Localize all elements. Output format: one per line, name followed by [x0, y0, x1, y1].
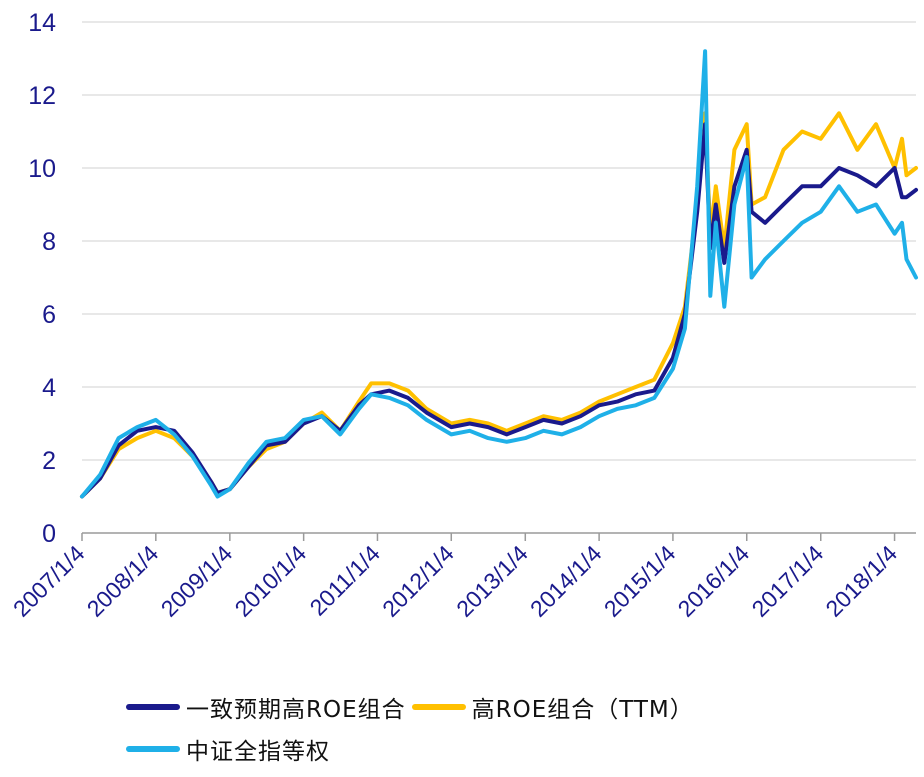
x-tick-label-6: 2013/1/4 [451, 540, 533, 622]
x-tick-label-10: 2017/1/4 [747, 540, 829, 622]
legend-label-csi-all-equal-weight: 中证全指等权 [186, 739, 330, 765]
y-tick-label-6: 6 [42, 301, 56, 329]
legend-swatch-consensus-high-roe [126, 704, 180, 710]
x-tick-label-0: 2007/1/4 [8, 540, 90, 622]
y-tick-label-10: 10 [28, 155, 56, 183]
x-tick-label-4: 2011/1/4 [305, 540, 386, 621]
series-line-csi-all-equal-weight [80, 49, 918, 499]
line-chart: 0 2 4 6 8 10 12 14 2007/1/42008/1/42009/1/42010… [8, 9, 918, 622]
y-tick-label-8: 8 [42, 228, 56, 256]
y-tick-label-0: 0 [42, 520, 56, 548]
x-tick-label-1: 2008/1/4 [82, 540, 164, 622]
legend-swatch-csi-all-equal-weight [126, 746, 180, 752]
series-lines [80, 49, 918, 499]
y-axis-tick-labels: 0 2 4 6 8 10 12 14 [28, 9, 56, 548]
legend-label-consensus-high-roe: 一致预期高ROE组合 [186, 697, 406, 723]
legend: 一致预期高ROE组合 高ROE组合（TTM） 中证全指等权 [126, 686, 916, 770]
legend-item-csi-all-equal-weight: 中证全指等权 [126, 732, 330, 766]
x-tick-label-7: 2014/1/4 [525, 540, 607, 622]
legend-swatch-high-roe-ttm [411, 704, 466, 710]
legend-row-1: 一致预期高ROE组合 高ROE组合（TTM） [126, 686, 916, 728]
x-tick-label-9: 2016/1/4 [673, 540, 755, 622]
y-tick-label-2: 2 [42, 447, 56, 475]
x-tick-label-3: 2010/1/4 [229, 540, 311, 622]
x-tick-label-5: 2012/1/4 [377, 540, 459, 622]
legend-item-consensus-high-roe: 一致预期高ROE组合 [126, 690, 406, 724]
axes [81, 532, 916, 541]
y-tick-label-14: 14 [28, 9, 56, 37]
x-tick-label-2: 2009/1/4 [156, 540, 238, 622]
x-tick-label-8: 2015/1/4 [599, 540, 681, 622]
legend-row-2: 中证全指等权 [126, 728, 916, 770]
x-axis-tick-labels: 2007/1/42008/1/42009/1/42010/1/42011/1/4… [8, 540, 902, 622]
legend-label-high-roe-ttm: 高ROE组合（TTM） [471, 697, 694, 723]
gridlines [82, 21, 916, 461]
legend-item-high-roe-ttm: 高ROE组合（TTM） [411, 690, 694, 724]
x-tick-label-11: 2018/1/4 [820, 540, 902, 622]
y-tick-label-4: 4 [42, 374, 56, 402]
y-tick-label-12: 12 [28, 82, 56, 110]
